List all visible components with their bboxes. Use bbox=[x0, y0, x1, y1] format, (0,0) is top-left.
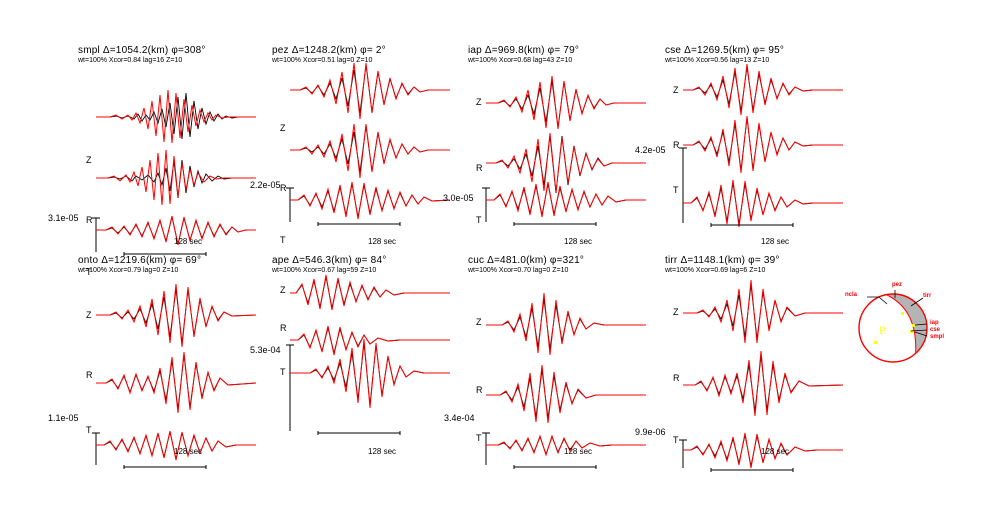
p-axis-label: P bbox=[879, 323, 886, 337]
waveform-plot bbox=[679, 279, 844, 472]
component-label-t: T bbox=[476, 433, 482, 443]
panel-ape: ape Δ=546.3(km) φ= 84° wt=100% Xcor=0.67… bbox=[250, 255, 462, 460]
beachball-leader-lines bbox=[867, 290, 928, 337]
panel-header: iap Δ=969.8(km) φ= 79° wt=100% Xcor=0.68… bbox=[468, 45, 579, 64]
panel-stats: wt=100% Xcor=0.84 lag=16 Z=10 bbox=[78, 57, 183, 64]
panel-stats: wt=100% Xcor=0.67 lag=59 Z=10 bbox=[272, 267, 377, 274]
station-marker bbox=[910, 330, 913, 333]
component-label-r: R bbox=[673, 140, 680, 150]
beachball-station-label-iap: iap bbox=[930, 320, 939, 326]
amplitude-scale-label: 3.4e-04 bbox=[444, 413, 475, 423]
component-label-z: Z bbox=[86, 155, 92, 165]
panel-cuc: cuc Δ=481.0(km) φ=321° wt=100% Xcor=0.70… bbox=[444, 255, 658, 469]
amplitude-scale-label: 5.3e-04 bbox=[250, 345, 281, 355]
waveform-plot bbox=[482, 75, 646, 226]
amplitude-scale-label: 3.1e-05 bbox=[48, 213, 79, 223]
panel-header: smpl Δ=1054.2(km) φ=308° wt=100% Xcor=0.… bbox=[78, 45, 206, 64]
component-label-r: R bbox=[673, 373, 680, 383]
beachball-station-label-ncla: ncla bbox=[845, 292, 858, 298]
component-label-t: T bbox=[476, 215, 482, 225]
panel-header: onto Δ=1219.6(km) φ= 69° wt=100% Xcor=0.… bbox=[78, 255, 201, 274]
time-scale-label: 128 sec bbox=[174, 447, 203, 456]
panel-iap: iap Δ=969.8(km) φ= 79° wt=100% Xcor=0.68… bbox=[443, 45, 658, 250]
panel-title: onto Δ=1219.6(km) φ= 69° bbox=[78, 255, 202, 266]
component-label-t: T bbox=[280, 235, 286, 245]
panel-title: ape Δ=546.3(km) φ= 84° bbox=[272, 255, 387, 266]
time-scale-label: 128 sec bbox=[368, 237, 397, 246]
panel-header: tirr Δ=1148.1(km) φ= 39° wt=100% Xcor=0.… bbox=[665, 255, 780, 274]
panel-stats: wt=100% Xcor=0.69 lag=6 Z=10 bbox=[665, 267, 766, 274]
waveform-plot bbox=[286, 274, 450, 435]
time-scale-label: 128 sec bbox=[174, 237, 203, 246]
panel-onto: onto Δ=1219.6(km) φ= 69° wt=100% Xcor=0.… bbox=[48, 255, 268, 469]
time-scale-label: 128 sec bbox=[368, 447, 397, 456]
focal-mechanism-diagram: P ncla pez tirr iap cse smpl bbox=[845, 280, 990, 390]
panel-tirr: tirr Δ=1148.1(km) φ= 39° wt=100% Xcor=0.… bbox=[635, 255, 855, 472]
beachball-station-label-tirr: tirr bbox=[923, 293, 932, 299]
panel-header: ape Δ=546.3(km) φ= 84° wt=100% Xcor=0.67… bbox=[272, 255, 386, 274]
time-scale-label: 128 sec bbox=[564, 237, 593, 246]
beachball-plot: P bbox=[858, 290, 928, 363]
amplitude-scale-label: 1.1e-05 bbox=[48, 413, 79, 423]
component-label-r: R bbox=[280, 183, 287, 193]
component-label-r: R bbox=[280, 323, 287, 333]
component-label-r: R bbox=[86, 215, 93, 225]
station-marker bbox=[901, 312, 904, 315]
time-scale-label: 128 sec bbox=[761, 447, 790, 456]
beachball-circle bbox=[858, 293, 928, 363]
panel-cse: cse Δ=1269.5(km) φ= 95° wt=100% Xcor=0.5… bbox=[635, 45, 855, 250]
panel-header: cuc Δ=481.0(km) φ=321° wt=100% Xcor=0.70… bbox=[468, 255, 584, 274]
panel-pez: pez Δ=1248.2(km) φ= 2° wt=100% Xcor=0.51… bbox=[250, 45, 462, 250]
station-marker bbox=[874, 341, 877, 344]
station-marker bbox=[912, 324, 915, 327]
amplitude-scale-label: 3.0e-05 bbox=[443, 193, 474, 203]
component-label-z: Z bbox=[673, 307, 679, 317]
panel-stats: wt=100% Xcor=0.70 lag=0 Z=10 bbox=[468, 267, 569, 274]
waveform-plot bbox=[286, 62, 451, 226]
amplitude-scale-label: 4.2e-05 bbox=[635, 145, 666, 155]
component-label-z: Z bbox=[280, 285, 286, 295]
panel-stats: wt=100% Xcor=0.68 lag=43 Z=10 bbox=[468, 57, 573, 64]
panel-title: pez Δ=1248.2(km) φ= 2° bbox=[272, 45, 386, 56]
panel-title: cuc Δ=481.0(km) φ=321° bbox=[468, 255, 585, 266]
amplitude-scale-label: 9.9e-06 bbox=[635, 427, 666, 437]
panel-title: smpl Δ=1054.2(km) φ=308° bbox=[78, 45, 206, 56]
waveform-plot bbox=[679, 63, 843, 228]
panel-stats: wt=100% Xcor=0.51 lag=0 Z=10 bbox=[272, 57, 373, 64]
beachball-station-label-smpl: smpl bbox=[930, 334, 945, 340]
component-label-z: Z bbox=[476, 97, 482, 107]
component-label-t: T bbox=[280, 367, 286, 377]
component-label-t: T bbox=[673, 435, 679, 445]
panel-stats: wt=100% Xcor=0.79 lag=0 Z=10 bbox=[78, 267, 179, 274]
component-label-t: T bbox=[86, 425, 92, 435]
panel-smpl: smpl Δ=1054.2(km) φ=308° wt=100% Xcor=0.… bbox=[48, 45, 268, 277]
beachball-quadrant-shading bbox=[884, 294, 927, 362]
panel-stats: wt=100% Xcor=0.56 lag=13 Z=10 bbox=[665, 57, 770, 64]
beachball-station-label-pez: pez bbox=[892, 282, 903, 288]
component-label-z: Z bbox=[476, 317, 482, 327]
panel-title: iap Δ=969.8(km) φ= 79° bbox=[468, 45, 580, 56]
component-label-t: T bbox=[673, 185, 679, 195]
amplitude-scale-label: 2.2e-05 bbox=[250, 180, 281, 190]
component-label-z: Z bbox=[280, 123, 286, 133]
component-label-r: R bbox=[476, 163, 483, 173]
panel-title: cse Δ=1269.5(km) φ= 95° bbox=[665, 45, 785, 56]
panel-header: cse Δ=1269.5(km) φ= 95° wt=100% Xcor=0.5… bbox=[665, 45, 784, 64]
component-label-r: R bbox=[476, 385, 483, 395]
beachball-station-label-cse: cse bbox=[930, 327, 941, 333]
component-label-t: T bbox=[86, 267, 92, 277]
time-scale-label: 128 sec bbox=[564, 447, 593, 456]
waveform-plot bbox=[482, 292, 646, 469]
component-label-r: R bbox=[86, 370, 93, 380]
waveform-plot bbox=[92, 89, 256, 256]
time-scale-label: 128 sec bbox=[761, 237, 790, 246]
waveform-plot bbox=[92, 283, 257, 469]
component-label-z: Z bbox=[86, 310, 92, 320]
component-label-z: Z bbox=[673, 85, 679, 95]
panel-title: tirr Δ=1148.1(km) φ= 39° bbox=[665, 255, 780, 266]
panel-header: pez Δ=1248.2(km) φ= 2° wt=100% Xcor=0.51… bbox=[272, 45, 386, 64]
